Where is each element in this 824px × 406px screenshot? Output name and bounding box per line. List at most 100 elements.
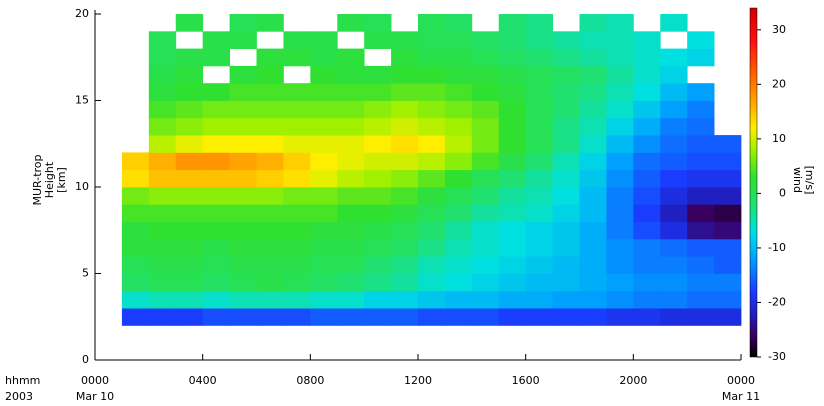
heatmap-cell (283, 117, 311, 136)
heatmap-cell (444, 48, 473, 67)
heatmap-cell (229, 117, 257, 136)
heatmap-cell (175, 100, 204, 119)
heatmap-cell (175, 117, 204, 136)
heatmap-cell (471, 204, 500, 222)
heatmap-cell (606, 152, 634, 171)
heatmap-cell (498, 31, 527, 49)
heatmap-cell (148, 221, 177, 240)
heatmap-cell (148, 273, 177, 292)
heatmap-cell (525, 152, 553, 171)
y-axis-label: Height (43, 161, 56, 198)
heatmap-cell (202, 169, 230, 188)
heatmap-cell (175, 273, 204, 292)
heatmap-cell (552, 273, 580, 292)
heatmap-cell (418, 14, 446, 32)
heatmap-cell (418, 135, 446, 153)
heatmap-cell (606, 308, 634, 326)
heatmap-cell (525, 135, 553, 153)
heatmap-cell (229, 273, 257, 292)
heatmap-cell (148, 256, 177, 274)
heatmap-cell (471, 256, 500, 274)
heatmap-cell (418, 256, 446, 274)
heatmap-cell (337, 308, 365, 326)
x-tick-label: 0800 (296, 374, 324, 387)
heatmap-cell (175, 256, 204, 274)
x-tick-label: 2000 (619, 374, 647, 387)
heatmap-cell (418, 238, 446, 257)
heatmap-cell (310, 117, 338, 136)
heatmap-cell (202, 83, 230, 101)
heatmap-cell (202, 308, 230, 326)
heatmap-cell (471, 117, 500, 136)
heatmap-cell (552, 135, 580, 153)
heatmap-cell (256, 83, 284, 101)
heatmap-cell (229, 31, 257, 49)
heatmap-cell (148, 204, 177, 222)
heatmap-cell (579, 152, 607, 171)
heatmap-cell (552, 169, 580, 188)
heatmap-cell (202, 117, 230, 136)
heatmap-cell (444, 135, 473, 153)
heatmap-cell (471, 169, 500, 188)
heatmap-cell (256, 117, 284, 136)
heatmap-cell (148, 169, 177, 188)
heatmap-cell (660, 221, 688, 240)
heatmap-cell (364, 256, 392, 274)
heatmap-cell (148, 308, 177, 326)
heatmap-cell (148, 117, 177, 136)
heatmap-cell (633, 256, 661, 274)
heatmap-cell (418, 83, 446, 101)
heatmap-cell (256, 290, 284, 309)
colorbar-tick-label: -20 (768, 295, 786, 308)
heatmap-cell (418, 221, 446, 240)
heatmap-cell (714, 221, 742, 240)
heatmap-cell (444, 204, 473, 222)
heatmap-cell (552, 83, 580, 101)
heatmap-cell (256, 65, 284, 84)
heatmap-cell (633, 221, 661, 240)
heatmap-cell (633, 152, 661, 171)
heatmap-cell (337, 273, 365, 292)
heatmap-cell (579, 238, 607, 257)
heatmap-cell (687, 31, 715, 49)
heatmap-cell (148, 48, 177, 67)
heatmap-cell (418, 152, 446, 171)
heatmap-cell (471, 308, 500, 326)
heatmap-cell (391, 308, 419, 326)
heatmap-cell (660, 83, 688, 101)
heatmap-cell (310, 256, 338, 274)
heatmap-cell (256, 152, 284, 171)
x-axis-label: hhmm (5, 374, 40, 387)
heatmap-cell (633, 100, 661, 119)
heatmap-cell (606, 187, 634, 205)
heatmap-cell (714, 290, 742, 309)
x-date-label: Mar 11 (722, 390, 760, 403)
x-date-label: Mar 10 (76, 390, 114, 403)
heatmap-cell (579, 14, 607, 32)
heatmap-cell (256, 221, 284, 240)
heatmap-cell (498, 135, 527, 153)
heatmap-cell (687, 204, 715, 222)
heatmap-cell (471, 238, 500, 257)
heatmap-cell (606, 31, 634, 49)
heatmap-cell (121, 290, 150, 309)
heatmap-cell (687, 152, 715, 171)
heatmap-cell (337, 204, 365, 222)
heatmap-cell (552, 290, 580, 309)
heatmap-cell (660, 187, 688, 205)
heatmap-cell (418, 187, 446, 205)
heatmap-cell (660, 204, 688, 222)
heatmap-cell (498, 100, 527, 119)
heatmap-cell (498, 83, 527, 101)
heatmap-cell (660, 273, 688, 292)
heatmap-cell (606, 135, 634, 153)
heatmap-cell (229, 238, 257, 257)
heatmap-cell (229, 204, 257, 222)
heatmap-cell (579, 100, 607, 119)
heatmap-cell (498, 308, 527, 326)
heatmap-cell (256, 169, 284, 188)
heatmap-cell (229, 187, 257, 205)
heatmap-cell (391, 204, 419, 222)
heatmap (121, 14, 742, 326)
